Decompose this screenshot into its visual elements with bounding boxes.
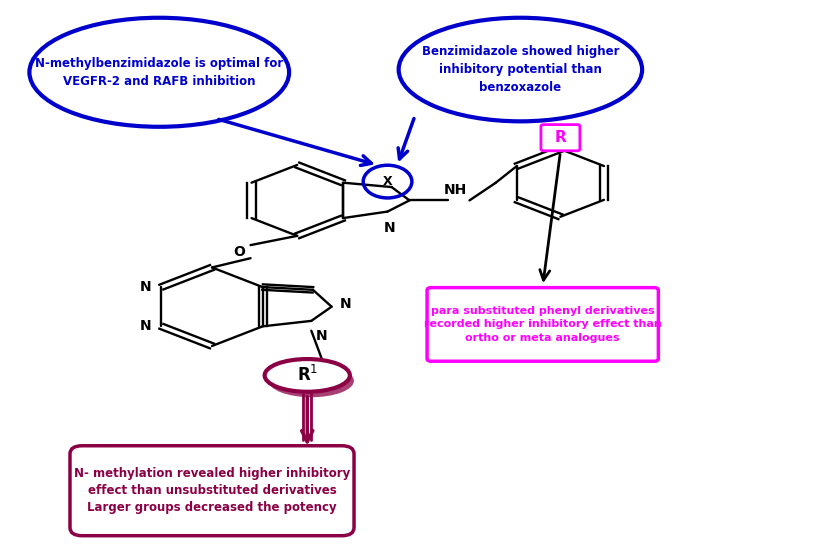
Text: N: N: [384, 221, 395, 236]
Text: Benzimidazole showed higher
inhibitory potential than
benzoxazole: Benzimidazole showed higher inhibitory p…: [421, 45, 619, 94]
Text: N-methylbenzimidazole is optimal for
VEGFR-2 and RAFB inhibition: N-methylbenzimidazole is optimal for VEG…: [35, 57, 283, 88]
Text: X: X: [383, 175, 393, 188]
Text: N- methylation revealed higher inhibitory
effect than unsubstituted derivatives
: N- methylation revealed higher inhibitor…: [74, 467, 350, 514]
Text: N: N: [140, 319, 151, 333]
Text: NH: NH: [444, 183, 467, 197]
Text: R$^1$: R$^1$: [297, 366, 318, 385]
Ellipse shape: [29, 18, 289, 127]
FancyBboxPatch shape: [70, 446, 354, 536]
Ellipse shape: [265, 359, 350, 392]
Text: O: O: [233, 244, 245, 259]
Ellipse shape: [398, 18, 642, 121]
Text: N: N: [316, 329, 327, 343]
FancyBboxPatch shape: [541, 124, 580, 151]
Text: R: R: [555, 130, 566, 145]
Ellipse shape: [268, 364, 354, 397]
Text: N: N: [140, 280, 151, 294]
Text: N: N: [339, 297, 352, 311]
Text: para substituted phenyl derivatives
recorded higher inhibitory effect than
ortho: para substituted phenyl derivatives reco…: [424, 306, 662, 342]
FancyBboxPatch shape: [427, 288, 658, 361]
